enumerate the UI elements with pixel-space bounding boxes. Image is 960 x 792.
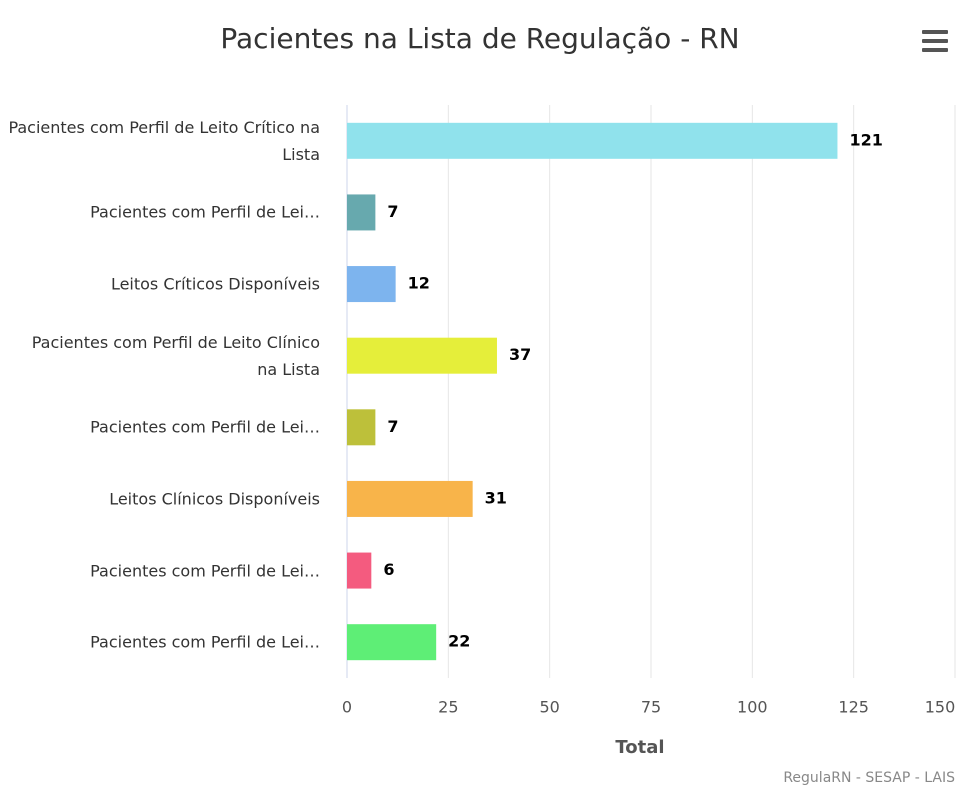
data-label: 12 [408, 274, 430, 293]
credits: RegulaRN - SESAP - LAIS [783, 770, 955, 786]
x-tick-label: 150 [925, 698, 956, 717]
bar [347, 122, 838, 159]
y-tick-label: Pacientes com Perfil de Lei… [90, 202, 320, 222]
x-tick-label: 0 [342, 698, 352, 717]
y-tick-label: Leitos Clínicos Disponíveis [109, 489, 320, 509]
x-tick-label: 125 [838, 698, 869, 717]
data-label: 6 [383, 560, 394, 579]
bar [347, 480, 473, 517]
bar [347, 624, 437, 661]
y-tick-label: Leitos Críticos Disponíveis [110, 274, 320, 294]
chart-title: Pacientes na Lista de Regulação - RN [220, 22, 739, 55]
bar [347, 552, 372, 589]
menu-button[interactable] [922, 30, 948, 52]
bar [347, 194, 376, 231]
data-label: 37 [509, 345, 531, 364]
bar [347, 409, 376, 446]
x-tick-label: 50 [539, 698, 559, 717]
y-tick-label: Pacientes com Perfil de Lei… [90, 417, 320, 437]
y-tick-label: Pacientes com Perfil de Leito Crítico na… [8, 117, 320, 164]
x-tick-label: 100 [737, 698, 768, 717]
data-label: 31 [485, 488, 507, 507]
bar [347, 266, 396, 303]
data-label: 7 [387, 202, 398, 221]
data-label: 22 [448, 632, 470, 651]
data-label: 121 [849, 130, 882, 149]
x-axis-title: Total [615, 737, 664, 758]
y-tick-label: Pacientes com Perfil de Lei… [90, 561, 320, 581]
y-tick-label: Pacientes com Perfil de Lei… [90, 632, 320, 652]
x-tick-label: 75 [641, 698, 661, 717]
data-label: 7 [387, 417, 398, 436]
bar [347, 337, 497, 374]
x-tick-label: 25 [438, 698, 458, 717]
y-tick-label: Pacientes com Perfil de Leito Clínico na… [31, 332, 320, 379]
